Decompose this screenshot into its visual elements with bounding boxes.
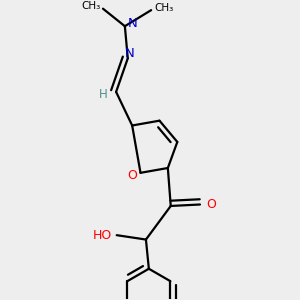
- Text: CH₃: CH₃: [154, 3, 173, 13]
- Text: CH₃: CH₃: [81, 1, 101, 11]
- Text: H: H: [99, 88, 108, 101]
- Text: N: N: [128, 17, 138, 30]
- Text: N: N: [124, 46, 134, 60]
- Text: O: O: [206, 198, 216, 211]
- Text: O: O: [128, 169, 137, 182]
- Text: HO: HO: [93, 229, 112, 242]
